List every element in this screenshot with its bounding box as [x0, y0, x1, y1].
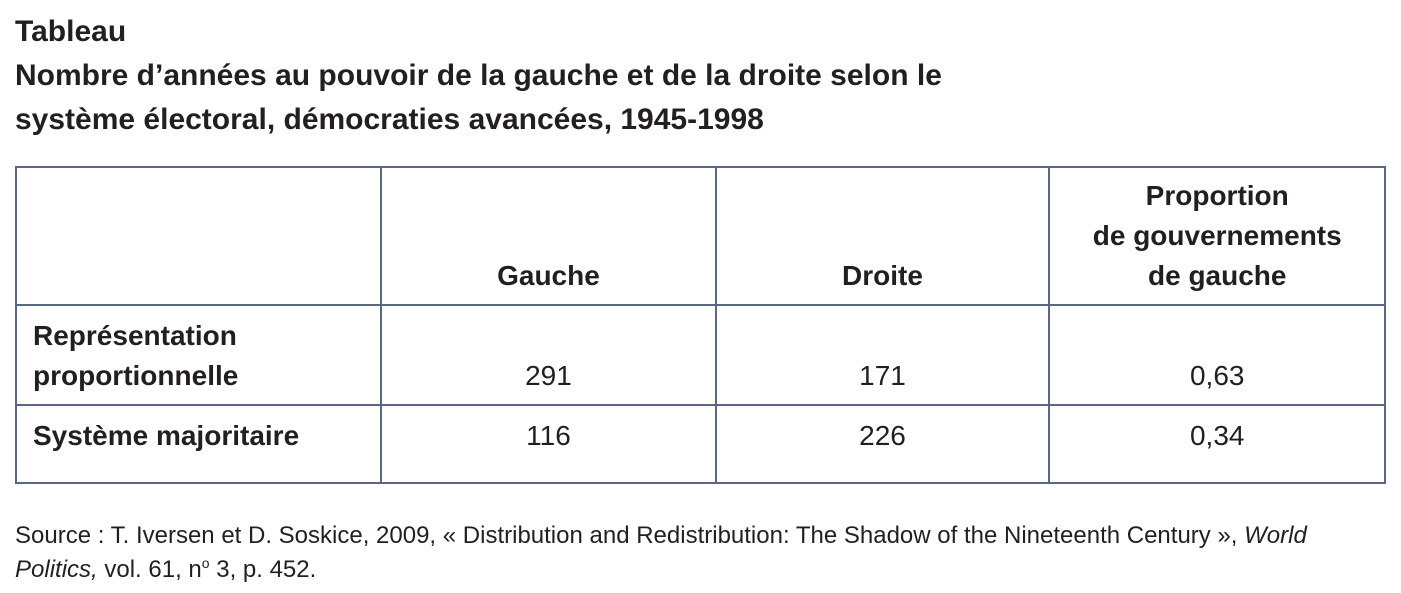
data-row: Système majoritaire 116 226 0,34	[14, 404, 1386, 484]
table-head: Gauche Droite Proportion de gouvernement…	[14, 166, 1386, 306]
table-body: Représentation proportionnelle 291 171 0…	[14, 304, 1386, 484]
table-title-line: système électoral, démocraties avancées,…	[15, 103, 764, 136]
cell: 226	[714, 404, 1051, 484]
data-table: Gauche Droite Proportion de gouvernement…	[14, 166, 1386, 484]
source-text: 3, p. 452.	[209, 556, 317, 583]
table-title-line: Nombre d’années au pouvoir de la gauche …	[15, 59, 942, 92]
source-note: Source : T. Iversen et D. Soskice, 2009,…	[15, 519, 1345, 587]
data-row: Représentation proportionnelle 291 171 0…	[14, 304, 1386, 406]
source-text: vol. 61, n	[97, 556, 202, 583]
table-label: Tableau	[15, 15, 127, 48]
row-label-line: Représentation	[33, 320, 237, 351]
column-header: Proportion de gouvernements de gauche	[1048, 166, 1386, 306]
cell: 0,34	[1048, 404, 1386, 484]
header-row: Gauche Droite Proportion de gouvernement…	[14, 166, 1386, 306]
column-header: Droite	[714, 166, 1051, 306]
row-label-line: Système majoritaire	[33, 420, 300, 451]
column-header: Gauche	[380, 166, 717, 306]
cell: 171	[714, 304, 1051, 406]
header-line: Proportion	[1145, 180, 1289, 211]
header-line: de gauche	[1147, 260, 1287, 291]
cell: 291	[380, 304, 717, 406]
row-label: Système majoritaire	[14, 404, 383, 484]
header-line: Gauche	[497, 260, 600, 291]
header-line: Droite	[842, 260, 923, 291]
header: Tableau Nombre d’années au pouvoir de la…	[15, 10, 942, 142]
source-text: Source : T. Iversen et D. Soskice, 2009,…	[15, 522, 1245, 549]
source-text: World Politics,	[15, 522, 1307, 583]
corner-cell	[14, 166, 383, 306]
source-text: o	[201, 555, 210, 571]
cell: 116	[380, 404, 717, 484]
row-label-line: proportionnelle	[33, 360, 239, 391]
cell: 0,63	[1048, 304, 1386, 406]
header-line: de gouvernements	[1092, 220, 1342, 251]
row-label: Représentation proportionnelle	[14, 304, 383, 406]
